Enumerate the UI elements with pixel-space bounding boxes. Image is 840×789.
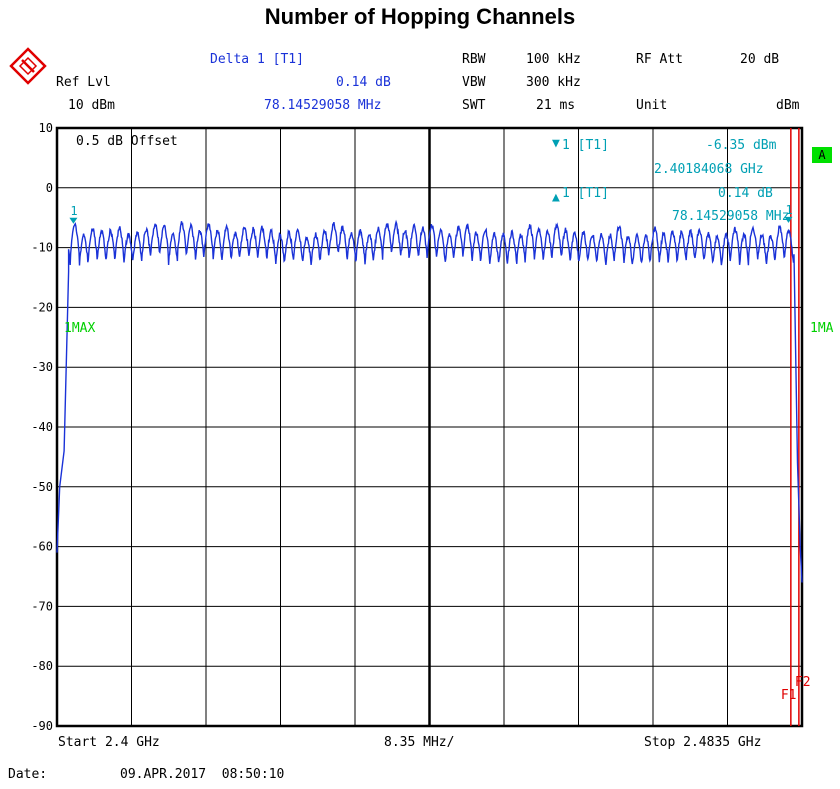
vertical-line-label: F1 xyxy=(781,688,797,703)
date-label: Date: xyxy=(8,767,48,782)
y-tick-label: -50 xyxy=(31,480,53,494)
marker-triangle-icon xyxy=(784,216,793,223)
unit-value: dBm xyxy=(776,98,800,113)
marker1-value: -6.35 dBm xyxy=(706,138,777,153)
marker1-down-icon: ▼ xyxy=(552,136,560,151)
marker-triangle-icon xyxy=(69,217,78,224)
y-tick-label: -30 xyxy=(31,360,53,374)
delta-marker-freq: 78.14529058 MHz xyxy=(264,98,382,113)
marker1-label: 1 [T1] xyxy=(562,138,609,153)
offset-label: 0.5 dB Offset xyxy=(76,134,178,149)
trace-a-badge: A xyxy=(812,147,832,163)
date-value: 09.APR.2017 08:50:10 xyxy=(120,767,285,782)
delta1-value: 0.14 dB xyxy=(718,186,773,201)
rbw-label: RBW xyxy=(462,52,486,67)
vbw-value: 300 kHz xyxy=(526,75,581,90)
marker1-freq: 2.40184068 GHz xyxy=(654,162,764,177)
rohde-schwarz-logo-icon xyxy=(9,47,47,85)
delta-marker-label: Delta 1 [T1] xyxy=(210,52,304,67)
marker-label: 1 xyxy=(785,203,792,217)
rf-att-value: 20 dB xyxy=(740,52,780,67)
unit-label: Unit xyxy=(636,98,668,113)
ref-level-value: 10 dBm xyxy=(68,98,115,113)
stop-freq-label: Stop 2.4835 GHz xyxy=(644,735,762,750)
vbw-label: VBW xyxy=(462,75,486,90)
ref-level-label: Ref Lvl xyxy=(56,75,111,90)
y-tick-label: -80 xyxy=(31,659,53,673)
marker-label: 1 xyxy=(70,204,77,218)
y-tick-label: -10 xyxy=(31,241,53,255)
delta1-label: 1 [T1] xyxy=(562,186,609,201)
y-tick-label: -40 xyxy=(31,420,53,434)
delta1-freq: 78.14529058 MHz xyxy=(672,209,790,224)
chart-title: Number of Hopping Channels xyxy=(264,4,576,29)
swt-label: SWT xyxy=(462,98,486,113)
rf-att-label: RF Att xyxy=(636,52,683,67)
y-tick-label: -90 xyxy=(31,719,53,733)
vertical-line-label: F2 xyxy=(795,675,811,690)
delta-marker-db: 0.14 dB xyxy=(336,75,391,90)
y-tick-label: 10 xyxy=(39,121,53,135)
swt-value: 21 ms xyxy=(536,98,576,113)
delta1-up-icon: ▲ xyxy=(552,190,560,205)
y-tick-label: -60 xyxy=(31,540,53,554)
span-per-div-label: 8.35 MHz/ xyxy=(384,735,455,750)
rbw-value: 100 kHz xyxy=(526,52,581,67)
start-freq-label: Start 2.4 GHz xyxy=(58,735,160,750)
y-tick-label: 0 xyxy=(46,181,53,195)
y-tick-label: -20 xyxy=(31,300,53,314)
y-tick-label: -70 xyxy=(31,599,53,613)
plot-frame xyxy=(55,126,804,728)
spectrum-trace xyxy=(56,219,803,583)
trace-label-right: 1MA xyxy=(810,321,834,336)
trace-label-left: 1MAX xyxy=(64,321,96,336)
